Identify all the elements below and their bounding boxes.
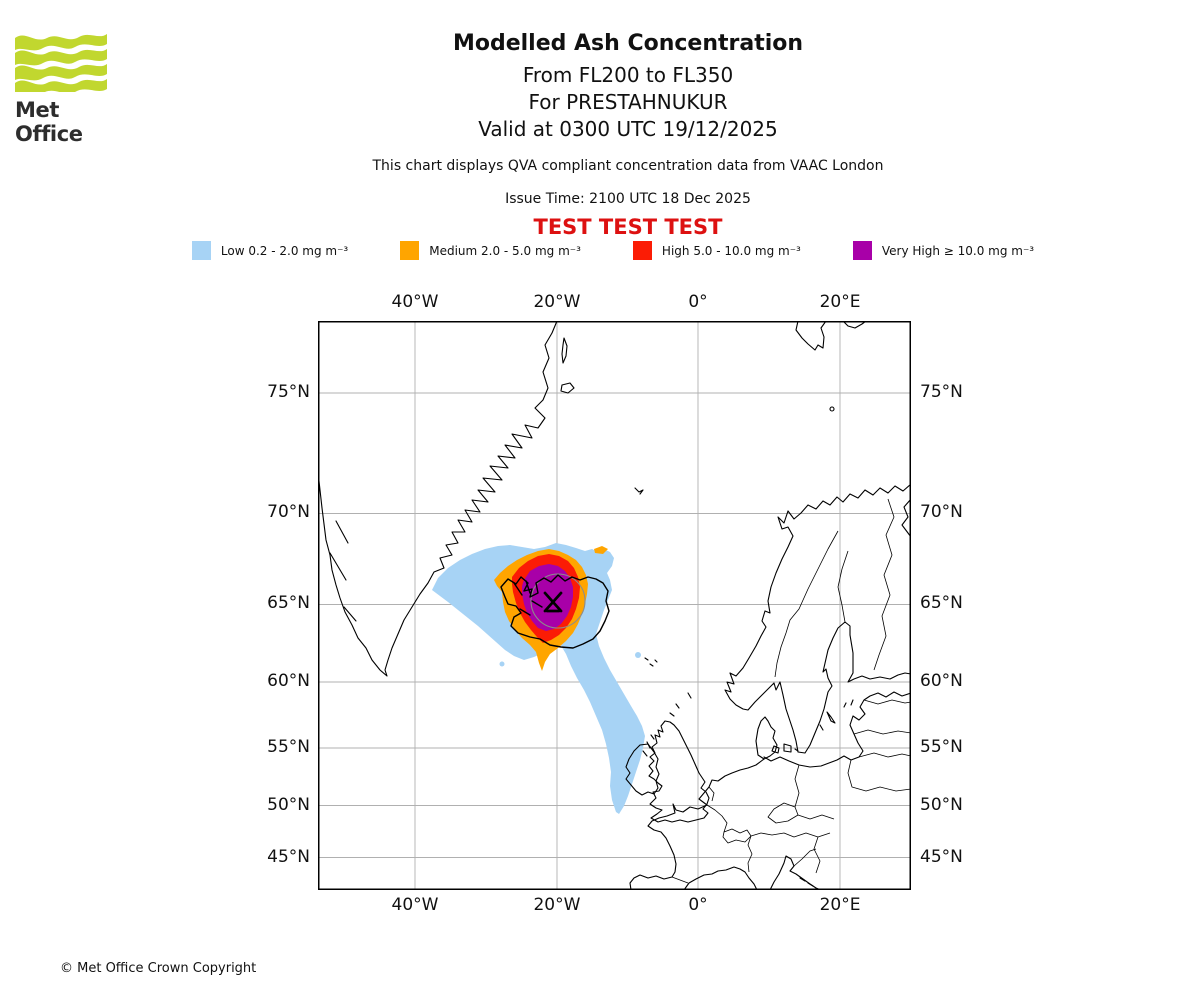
legend-label-high: High 5.0 - 10.0 mg m⁻³ xyxy=(661,243,801,258)
plume-low xyxy=(432,543,645,814)
volcano-marker-icon xyxy=(543,591,563,613)
tick-label-top: 40°W xyxy=(391,292,439,312)
coast-denmark xyxy=(755,716,778,760)
map xyxy=(317,320,912,891)
coast-kola xyxy=(901,498,912,538)
tick-label-top: 20°W xyxy=(533,292,581,312)
range-ring xyxy=(530,573,586,629)
ash-plume xyxy=(432,543,645,814)
legend-swatch-high xyxy=(632,241,652,260)
plume-medium-spot xyxy=(594,546,608,554)
country-borders xyxy=(671,498,912,884)
coast-svalbard-east xyxy=(842,320,867,329)
subtitle-flight-levels: From FL200 to FL350 xyxy=(522,63,734,87)
coast-adriatic xyxy=(769,855,822,891)
legend-label-very-high: Very High ≥ 10.0 mg m⁻³ xyxy=(881,243,1035,258)
coast-greenland xyxy=(317,320,558,677)
subtitle-volcano: For PRESTAHNUKUR xyxy=(528,90,728,114)
coast-orkney-shetland xyxy=(669,692,692,717)
copyright: © Met Office Crown Copyright xyxy=(60,961,257,976)
tick-label-right: 75°N xyxy=(920,381,963,402)
tick-label-right: 70°N xyxy=(920,502,963,523)
coastlines xyxy=(317,320,912,891)
coast-bear-island xyxy=(829,406,835,412)
coast-greenland-fjord xyxy=(343,606,357,622)
coast-west-europe xyxy=(629,758,765,891)
tick-label-left: 65°N xyxy=(267,593,310,614)
legend-label-low: Low 0.2 - 2.0 mg m⁻³ xyxy=(220,243,349,258)
met-office-logo: Met Office xyxy=(15,28,125,146)
plume-low-spot xyxy=(635,652,641,658)
coast-ireland xyxy=(625,743,660,796)
tick-label-top: 20°E xyxy=(819,292,861,312)
tick-label-left: 70°N xyxy=(267,502,310,523)
coast-baltic xyxy=(763,691,912,768)
coast-dalmatian-islands xyxy=(799,877,814,887)
legend-label-medium: Medium 2.0 - 5.0 mg m⁻³ xyxy=(429,243,581,258)
coast-estonia-islands xyxy=(843,699,854,708)
legend-item-very-high: Very High ≥ 10.0 mg m⁻³ xyxy=(852,241,1035,260)
coast-greenland-islands xyxy=(560,337,575,394)
legend-swatch-medium xyxy=(400,241,420,260)
tick-label-bottom: 20°E xyxy=(819,895,861,915)
legend-swatch-low xyxy=(191,241,211,260)
qva-note: This chart displays QVA compliant concen… xyxy=(372,158,884,174)
coast-svalbard xyxy=(795,320,827,351)
issue-time: Issue Time: 2100 UTC 18 Dec 2025 xyxy=(505,191,751,207)
page-title: Modelled Ash Concentration xyxy=(452,31,804,56)
tick-label-left: 45°N xyxy=(267,846,310,867)
coast-gotland xyxy=(819,711,836,731)
tick-label-bottom: 0° xyxy=(688,895,708,915)
plume-low-spot xyxy=(499,661,505,667)
coast-jan-mayen xyxy=(634,487,644,495)
tick-label-right: 50°N xyxy=(920,794,963,815)
tick-label-right: 65°N xyxy=(920,593,963,614)
tick-label-left: 75°N xyxy=(267,381,310,402)
met-office-logo-text: Met Office xyxy=(15,98,83,146)
legend-item-low: Low 0.2 - 2.0 mg m⁻³ xyxy=(191,241,349,260)
legend-swatch-very-high xyxy=(852,241,872,260)
coast-greenland-fjord xyxy=(335,520,349,544)
tick-label-right: 45°N xyxy=(920,846,963,867)
tick-label-left: 50°N xyxy=(267,794,310,815)
tick-label-bottom: 20°W xyxy=(533,895,581,915)
coast-scandinavia xyxy=(724,483,912,754)
tick-label-right: 55°N xyxy=(920,736,963,757)
coast-iceland-fjords xyxy=(513,580,543,616)
tick-label-top: 0° xyxy=(688,292,708,312)
coast-greenland-fjord xyxy=(329,552,347,581)
legend-item-high: High 5.0 - 10.0 mg m⁻³ xyxy=(632,241,801,260)
map-frame xyxy=(318,321,911,890)
tick-label-right: 60°N xyxy=(920,671,963,692)
legend-item-medium: Medium 2.0 - 5.0 mg m⁻³ xyxy=(400,241,581,260)
map-canvas xyxy=(317,320,912,891)
subtitle-valid-time: Valid at 0300 UTC 19/12/2025 xyxy=(478,117,778,141)
coast-mediterranean xyxy=(683,866,758,891)
test-banner: TEST TEST TEST xyxy=(533,215,723,239)
tick-label-bottom: 40°W xyxy=(391,895,439,915)
coast-faroes xyxy=(644,657,658,667)
coast-danish-islands xyxy=(771,743,799,754)
legend: Low 0.2 - 2.0 mg m⁻³ Medium 2.0 - 5.0 mg … xyxy=(0,241,1200,260)
tick-label-left: 55°N xyxy=(267,736,310,757)
coast-iceland xyxy=(500,574,610,649)
tick-label-left: 60°N xyxy=(267,671,310,692)
